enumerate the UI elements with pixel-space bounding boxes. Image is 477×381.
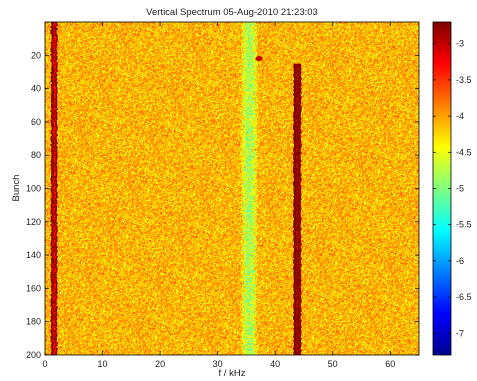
x-tick-label: 10 bbox=[98, 359, 108, 369]
y-tick-label: 100 bbox=[26, 184, 41, 194]
spectral-line-2 bbox=[293, 63, 302, 355]
x-tick-label: 40 bbox=[270, 359, 280, 369]
x-tick-label: 0 bbox=[42, 359, 47, 369]
colorbar-tick-label: -3 bbox=[456, 39, 464, 49]
axes: 0 10 20 30 40 50 60 20 40 60 80 100 120 140 160 180 200 bbox=[26, 22, 419, 369]
colorbar-tick-label: -6.5 bbox=[456, 292, 472, 302]
x-tick-label: 50 bbox=[328, 359, 338, 369]
x-tick-label: 30 bbox=[213, 359, 223, 369]
colorbar-tick-label: -5.5 bbox=[456, 220, 472, 230]
chart-title: Vertical Spectrum 05-Aug-2010 21:23:03 bbox=[146, 7, 318, 18]
heatmap-noise bbox=[45, 22, 419, 355]
y-tick-label: 160 bbox=[26, 283, 41, 293]
colorbar-tick-label: -5 bbox=[456, 184, 464, 194]
colorbar-tick-label: -4.5 bbox=[456, 147, 472, 157]
colorbar-tick-label: -7 bbox=[456, 328, 464, 338]
y-tick-label: 200 bbox=[26, 350, 41, 360]
spectral-spot bbox=[255, 56, 263, 62]
x-tick-label: 20 bbox=[155, 359, 165, 369]
colorbar-ticks: -3 -3.5 -4 -4.5 -5 -5.5 -6 -6.5 -7 bbox=[433, 39, 472, 338]
y-axis-label: Bunch bbox=[11, 175, 22, 202]
colorbar-tick-label: -3.5 bbox=[456, 75, 472, 85]
colorbar-tick-label: -6 bbox=[456, 256, 464, 266]
x-axis-label: f / kHz bbox=[219, 368, 246, 379]
y-tick-label: 120 bbox=[26, 217, 41, 227]
y-tick-label: 140 bbox=[26, 250, 41, 260]
heatmap-area bbox=[45, 22, 419, 355]
y-tick-label: 80 bbox=[31, 150, 41, 160]
y-tick-label: 60 bbox=[31, 117, 41, 127]
y-tick-label: 40 bbox=[31, 84, 41, 94]
spectral-line-0 bbox=[50, 22, 58, 355]
y-tick-label: 180 bbox=[26, 317, 41, 327]
y-tick-label: 20 bbox=[31, 50, 41, 60]
x-tick-label: 60 bbox=[385, 359, 395, 369]
colorbar-tick-label: -4 bbox=[456, 111, 464, 121]
